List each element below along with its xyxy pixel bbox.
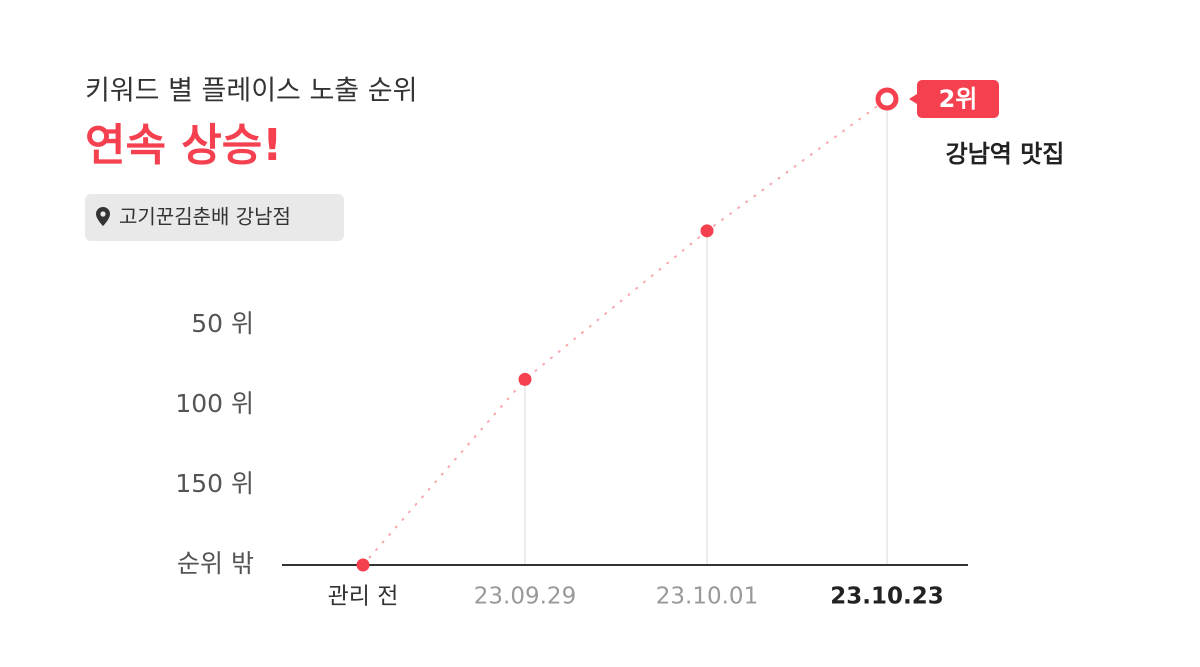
y-tick-label: 순위 밖 xyxy=(177,549,254,578)
y-tick-label: 150 위 xyxy=(175,469,254,498)
keyword-label: 강남역 맛집 xyxy=(946,140,1065,168)
value-label: 2위 xyxy=(939,85,978,113)
point xyxy=(700,224,714,238)
chart-subtitle: 연속 상승! xyxy=(85,120,282,171)
label-box xyxy=(909,80,999,118)
x-tick-label: 23.10.23 xyxy=(830,584,944,610)
store-pill xyxy=(85,194,344,241)
pin-hole xyxy=(100,211,106,217)
point xyxy=(875,87,899,111)
y-tick-label: 50 위 xyxy=(191,309,254,338)
x-tick-label: 23.09.29 xyxy=(474,584,576,610)
x-tick-label: 23.10.01 xyxy=(656,584,758,610)
x-tick-label: 관리 전 xyxy=(328,584,399,610)
line xyxy=(362,98,888,566)
store-name: 고기꾼김춘배 강남점 xyxy=(119,205,291,229)
y-tick-label: 100 위 xyxy=(175,389,254,418)
point xyxy=(518,372,532,386)
chart-title: 키워드 별 플레이스 노출 순위 xyxy=(85,76,417,107)
point xyxy=(356,558,370,572)
